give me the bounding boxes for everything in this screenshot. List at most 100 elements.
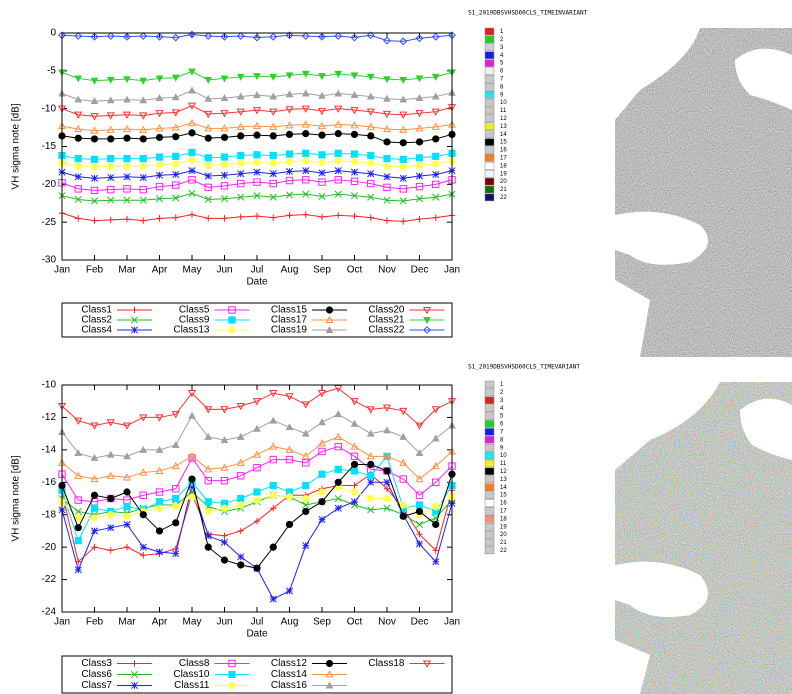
class-label: 6 <box>500 422 504 428</box>
class-swatch <box>485 405 494 412</box>
legend-label: Class22 <box>368 325 405 336</box>
data-point <box>124 216 130 222</box>
data-point <box>205 499 211 505</box>
data-point <box>75 163 81 169</box>
data-point <box>335 411 341 417</box>
class-label: 13 <box>500 124 507 130</box>
data-point <box>286 168 292 174</box>
data-point <box>416 541 422 547</box>
series-line <box>62 464 452 568</box>
data-point <box>124 513 130 519</box>
y-tick-label: 0 <box>50 28 56 39</box>
data-point <box>319 419 325 425</box>
data-point <box>91 515 97 521</box>
class-label: 16 <box>500 501 507 507</box>
data-point <box>124 174 130 180</box>
data-point <box>221 161 227 167</box>
class-swatch <box>485 531 494 538</box>
data-point <box>270 596 276 602</box>
data-point <box>205 155 211 161</box>
data-point <box>173 503 179 509</box>
y-tick-label: -12 <box>42 412 57 423</box>
data-point <box>156 134 162 140</box>
class-label: 7 <box>500 429 504 435</box>
data-point <box>108 512 114 518</box>
data-point <box>205 135 211 141</box>
class-swatch <box>485 91 494 98</box>
x-tick-label: Dec <box>411 617 429 628</box>
legend-marker <box>131 660 137 666</box>
data-point <box>384 139 390 145</box>
data-point <box>384 174 390 180</box>
data-point <box>270 482 276 488</box>
data-point <box>319 132 325 138</box>
y-tick-label: -10 <box>42 380 57 391</box>
legend-label: Class6 <box>81 669 112 680</box>
data-point <box>384 495 390 501</box>
class-label: 11 <box>500 108 507 114</box>
data-point <box>238 554 244 560</box>
data-point <box>156 505 162 511</box>
data-point <box>319 74 325 80</box>
y-tick-label: -14 <box>42 444 57 455</box>
class-swatch <box>485 397 494 404</box>
class-label: 11 <box>500 461 507 467</box>
legend-label: Class3 <box>81 658 112 669</box>
data-point <box>351 131 357 137</box>
legend-marker <box>326 307 332 313</box>
data-point <box>400 140 406 146</box>
data-point <box>270 171 276 177</box>
x-tick-label: Feb <box>86 265 104 276</box>
data-point <box>400 434 406 440</box>
series-line <box>62 123 452 131</box>
data-point <box>108 136 114 142</box>
data-point <box>173 520 179 526</box>
legend-marker <box>131 327 137 333</box>
data-point <box>270 214 276 220</box>
data-point <box>384 155 390 161</box>
data-point <box>173 442 179 448</box>
class-swatch <box>485 147 494 154</box>
class-label: 5 <box>500 61 504 67</box>
data-point <box>189 130 195 136</box>
data-point <box>433 521 439 527</box>
data-point <box>140 512 146 518</box>
data-point <box>75 567 81 573</box>
y-tick-label: -5 <box>47 65 56 76</box>
series-line <box>62 474 452 562</box>
data-point <box>319 499 325 505</box>
data-point <box>384 479 390 485</box>
data-point <box>319 471 325 477</box>
data-point <box>433 214 439 220</box>
class-swatch <box>485 492 494 499</box>
class-label: 6 <box>500 69 504 75</box>
data-point <box>91 217 97 223</box>
class-label: 20 <box>500 179 507 185</box>
legend-marker <box>131 682 137 688</box>
class-swatch <box>485 162 494 169</box>
data-point <box>254 426 260 432</box>
data-point <box>303 150 309 156</box>
class-label: 13 <box>500 477 507 483</box>
data-point <box>189 149 195 155</box>
data-point <box>189 190 195 196</box>
data-point <box>124 521 130 527</box>
x-tick-label: Apr <box>152 265 168 276</box>
data-point <box>368 461 374 467</box>
data-point <box>189 413 195 419</box>
data-point <box>75 215 81 221</box>
class-swatch <box>485 44 494 51</box>
class-swatch <box>485 428 494 435</box>
data-point <box>319 152 325 158</box>
data-point <box>416 502 422 508</box>
y-tick-label: -16 <box>42 477 57 488</box>
data-point <box>156 161 162 167</box>
data-point <box>319 170 325 176</box>
class-swatch <box>485 468 494 475</box>
x-tick-label: Jan <box>54 265 70 276</box>
data-point <box>416 173 422 179</box>
data-point <box>124 489 130 495</box>
data-point <box>303 508 309 514</box>
x-axis-label: Date <box>246 277 268 288</box>
data-point <box>221 557 227 563</box>
